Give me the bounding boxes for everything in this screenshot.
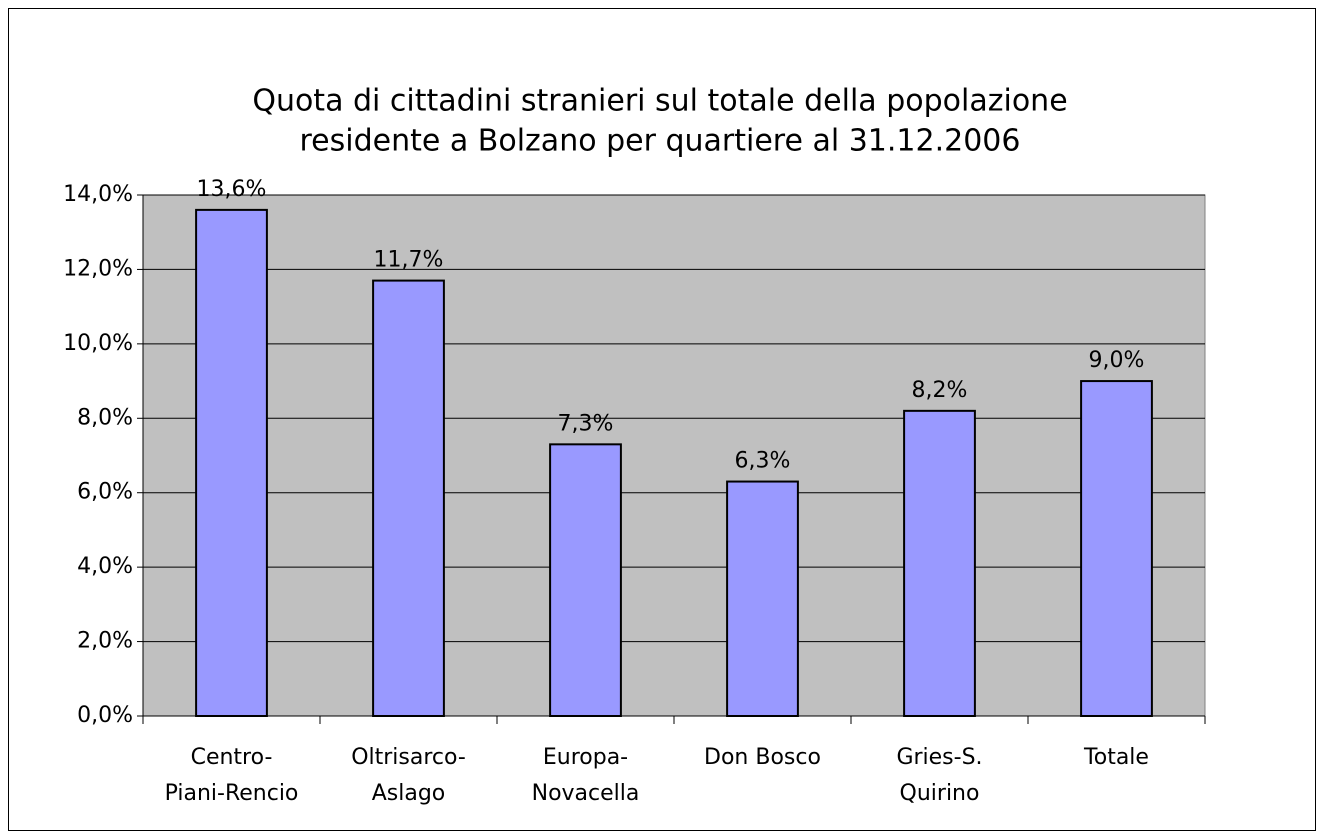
x-tick-label: Gries-S. [896, 745, 982, 770]
x-tick-label: Aslago [372, 781, 446, 806]
data-label: 8,2% [912, 378, 968, 403]
y-tick-label: 12,0% [63, 256, 133, 281]
chart-title: residente a Bolzano per quartiere al 31.… [300, 124, 1021, 159]
x-tick-label: Piani-Rencio [165, 781, 299, 806]
y-tick-label: 6,0% [77, 480, 133, 505]
plot-area [142, 194, 1206, 717]
x-tick-label: Oltrisarco- [351, 745, 466, 770]
bar [1080, 380, 1153, 717]
y-tick-label: 10,0% [63, 331, 133, 356]
x-tick-label: Novacella [532, 781, 640, 806]
data-label: 6,3% [735, 449, 791, 474]
x-tick-label: Quirino [900, 781, 980, 806]
bar [195, 208, 268, 717]
bar [726, 480, 799, 717]
bar [903, 409, 976, 717]
y-tick-label: 4,0% [77, 554, 133, 579]
x-tick-label: Centro- [191, 745, 273, 770]
y-tick-label: 2,0% [77, 629, 133, 654]
y-tick-label: 0,0% [77, 703, 133, 728]
bar [372, 279, 445, 717]
x-tick-label: Don Bosco [704, 745, 821, 770]
data-label: 11,7% [374, 248, 444, 273]
data-label: 7,3% [558, 411, 614, 436]
x-tick-label: Europa- [543, 745, 628, 770]
y-tick-label: 8,0% [77, 405, 133, 430]
x-tick-label: Totale [1083, 745, 1149, 770]
y-tick-label: 14,0% [63, 182, 133, 207]
data-label: 9,0% [1089, 348, 1145, 373]
chart-title: Quota di cittadini stranieri sul totale … [252, 84, 1067, 119]
bar [549, 443, 622, 717]
data-label: 13,6% [197, 177, 267, 202]
